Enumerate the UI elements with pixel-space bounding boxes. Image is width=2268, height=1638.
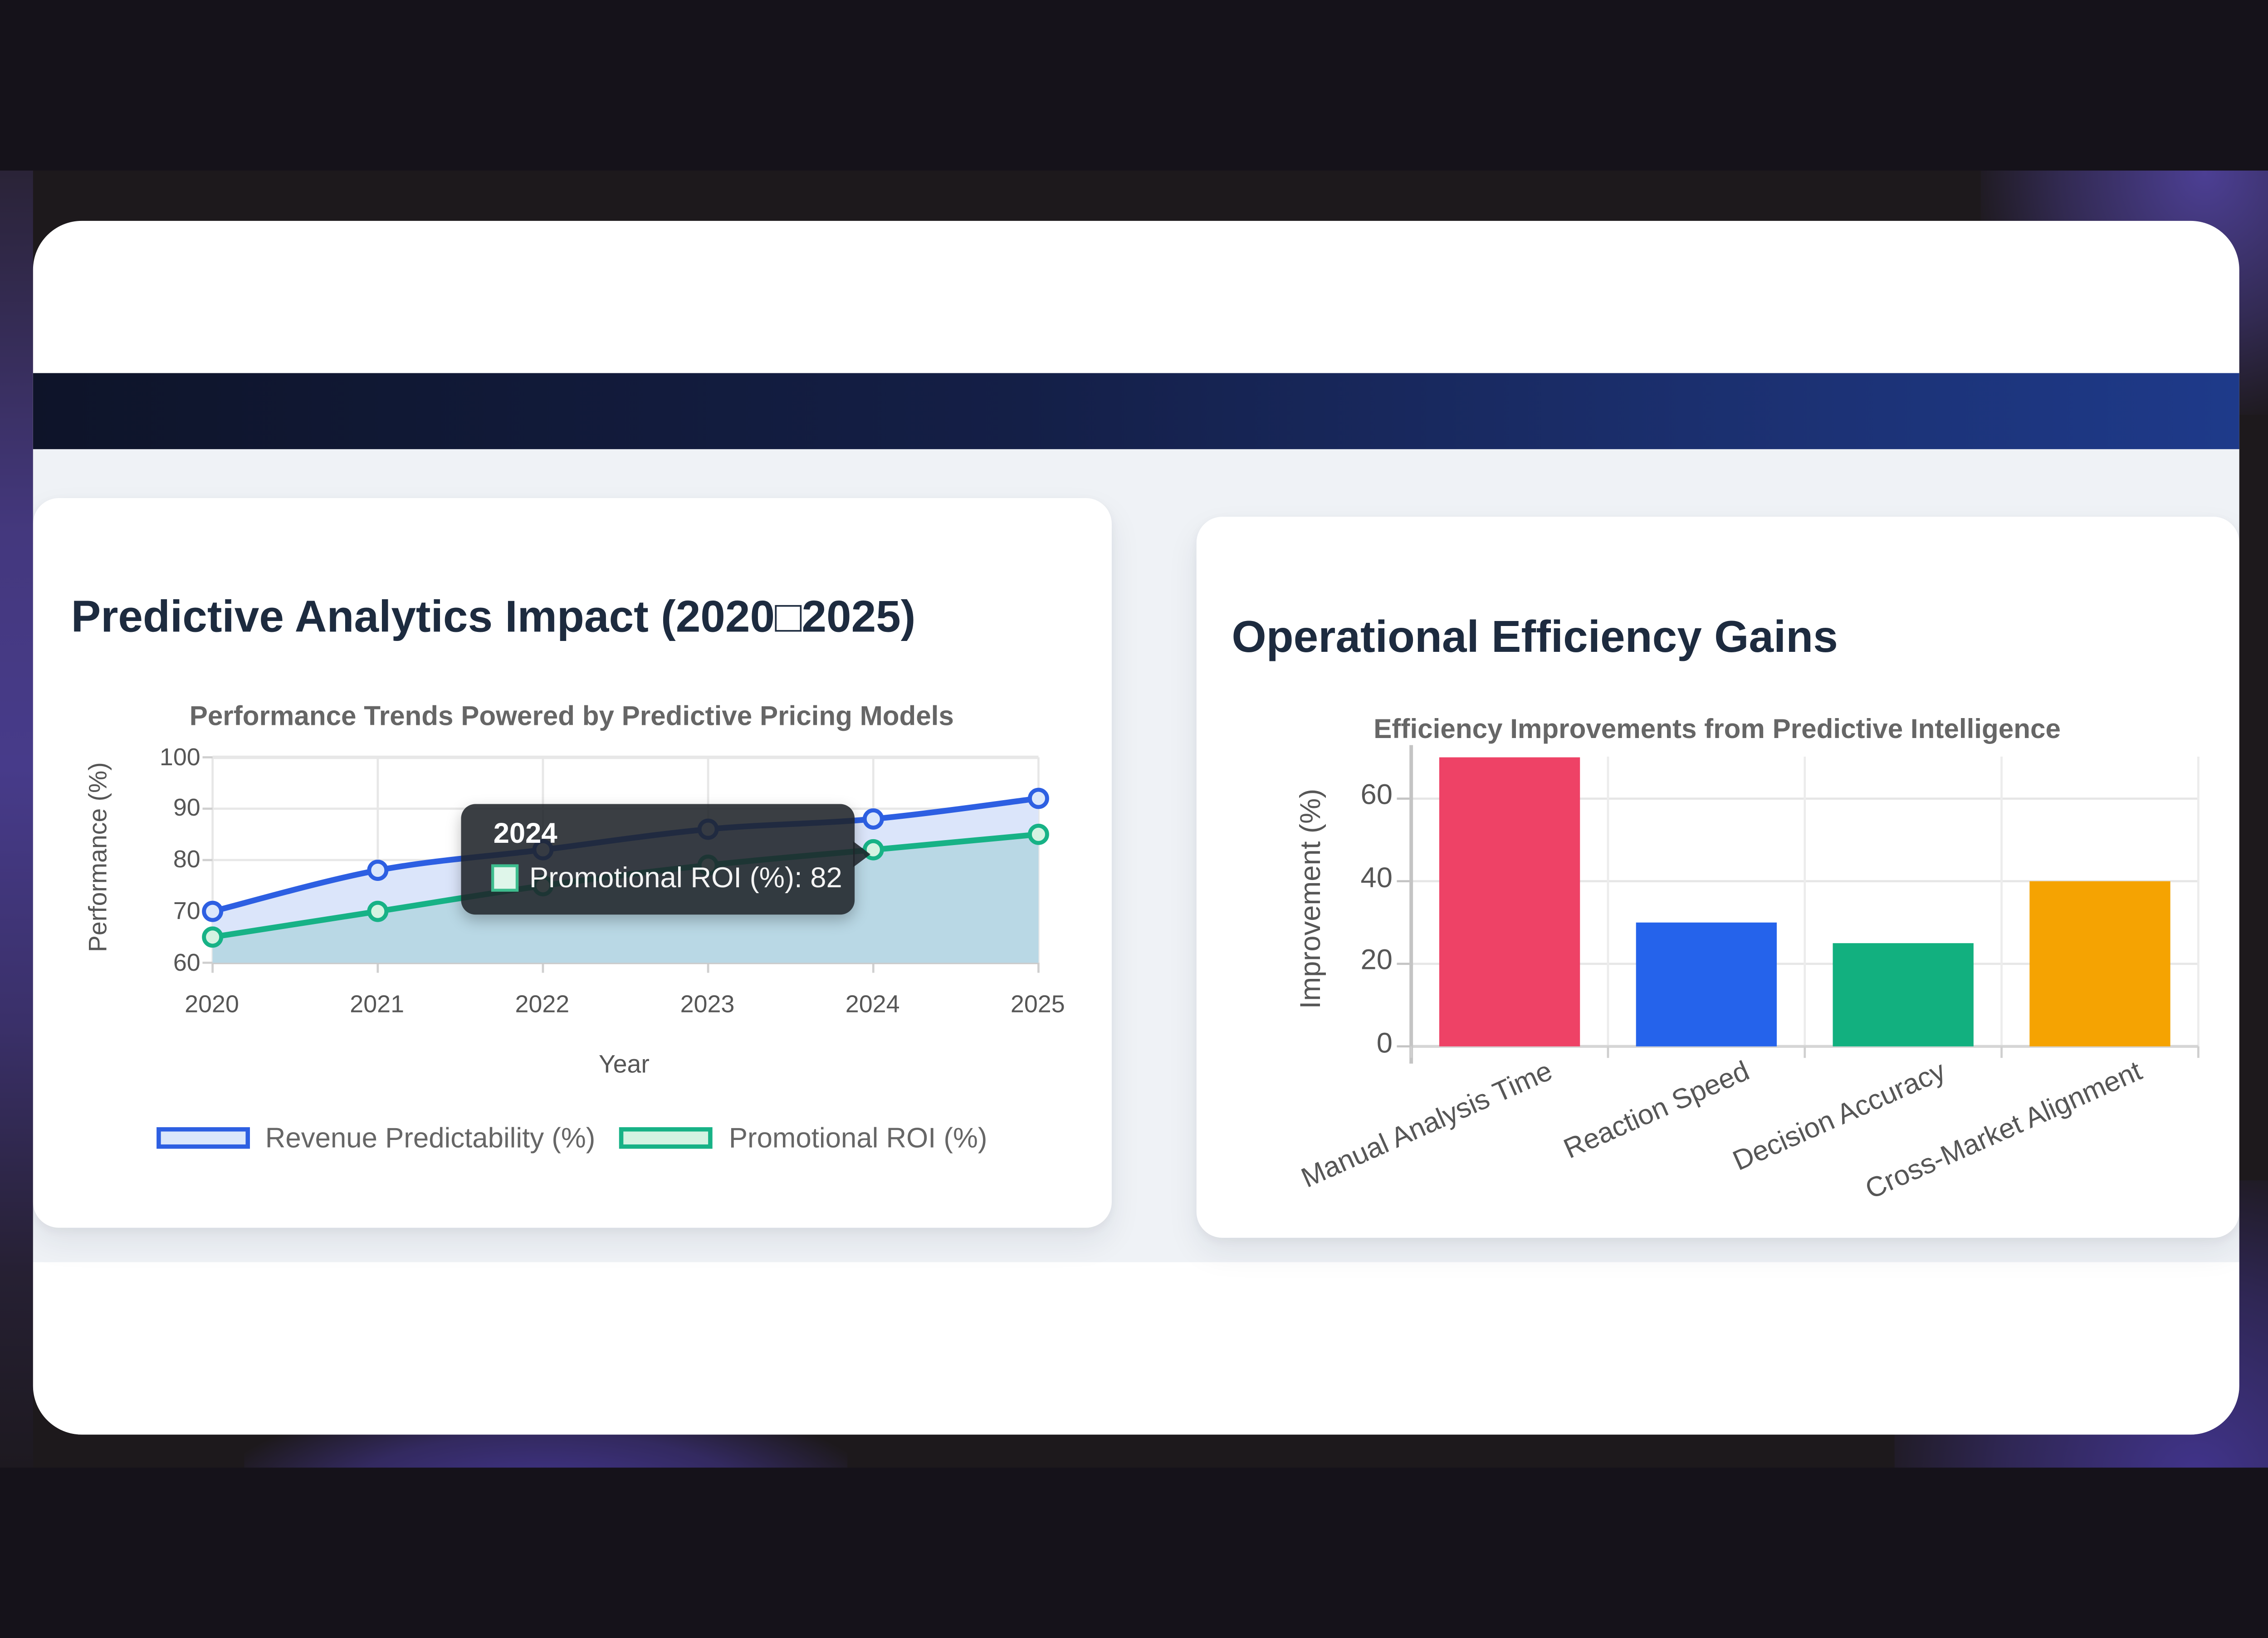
x-tick: 2022 bbox=[515, 990, 570, 1017]
line-chart-title: Performance Trends Powered by Predictive… bbox=[189, 701, 954, 732]
tooltip-swatch bbox=[490, 864, 518, 892]
desktop: Predictive Analytics Impact (2020□2025) … bbox=[0, 170, 2268, 1468]
y-tick: 60 bbox=[1360, 779, 1393, 812]
legend-item-promotional-roi[interactable]: Promotional ROI (%) bbox=[620, 1119, 987, 1156]
y-tick: 90 bbox=[173, 794, 200, 821]
bar-Reaction Speed[interactable] bbox=[1635, 922, 1776, 1046]
y-tick: 70 bbox=[173, 897, 200, 924]
tooltip-row: Promotional ROI (%): 82 bbox=[490, 861, 842, 895]
x-tick: 2020 bbox=[185, 990, 239, 1017]
legend-swatch-blue bbox=[156, 1127, 249, 1149]
browser-window: Predictive Analytics Impact (2020□2025) … bbox=[32, 220, 2239, 1435]
tooltip-value: Promotional ROI (%): 82 bbox=[529, 862, 842, 894]
x-tick: 2025 bbox=[1010, 990, 1065, 1017]
bar-chart-plot[interactable] bbox=[1196, 517, 2239, 1238]
x-tick: 2024 bbox=[845, 990, 900, 1017]
x-tick: 2021 bbox=[350, 990, 405, 1017]
y-tick: 80 bbox=[173, 846, 200, 873]
y-tick: 20 bbox=[1360, 944, 1393, 977]
predictive-analytics-card: Predictive Analytics Impact (2020□2025) … bbox=[32, 497, 1111, 1227]
chart-legend: Revenue Predictability (%) Promotional R… bbox=[32, 1119, 1111, 1156]
legend-swatch-green bbox=[620, 1127, 713, 1149]
legend-label: Revenue Predictability (%) bbox=[265, 1122, 596, 1154]
x-tick: 2023 bbox=[680, 990, 735, 1017]
bar-Cross-Market Alignment[interactable] bbox=[2028, 881, 2170, 1046]
y-tick: 0 bbox=[1376, 1028, 1393, 1060]
bar-Decision Accuracy[interactable] bbox=[1832, 943, 1973, 1046]
y-axis-title: Performance (%) bbox=[83, 761, 112, 952]
bar-Manual Analysis Time[interactable] bbox=[1438, 757, 1579, 1046]
point-2020-Promotional ROI (%)[interactable] bbox=[201, 925, 223, 947]
y-axis-title: Improvement (%) bbox=[1295, 788, 1327, 1009]
point-2025-Promotional ROI (%)[interactable] bbox=[1027, 823, 1049, 844]
x-axis-title: Year bbox=[598, 1049, 650, 1078]
point-2024-Revenue Predictability (%)[interactable] bbox=[862, 807, 884, 829]
point-2021-Promotional ROI (%)[interactable] bbox=[366, 900, 388, 921]
navy-header-bar bbox=[32, 373, 2239, 450]
point-2020-Revenue Predictability (%)[interactable] bbox=[201, 900, 223, 921]
y-tick: 40 bbox=[1360, 863, 1393, 895]
left-card-title: Predictive Analytics Impact (2020□2025) bbox=[71, 591, 916, 641]
y-tick: 100 bbox=[159, 743, 200, 770]
operational-efficiency-card: Operational Efficiency Gains Efficiency … bbox=[1196, 516, 2239, 1238]
legend-item-revenue-predictability[interactable]: Revenue Predictability (%) bbox=[156, 1119, 595, 1156]
tooltip-caret bbox=[852, 840, 870, 866]
chart-tooltip: 2024 Promotional ROI (%): 82 bbox=[460, 803, 870, 914]
bar-chart-title: Efficiency Improvements from Predictive … bbox=[1374, 714, 2061, 745]
tooltip-title: 2024 bbox=[493, 817, 557, 849]
y-tick: 60 bbox=[173, 948, 200, 976]
point-2025-Revenue Predictability (%)[interactable] bbox=[1027, 787, 1049, 808]
footer-section bbox=[32, 1262, 2239, 1435]
desktop-purple-band bbox=[0, 170, 33, 1468]
right-card-title: Operational Efficiency Gains bbox=[1232, 611, 1838, 662]
legend-label: Promotional ROI (%) bbox=[728, 1122, 987, 1154]
point-2021-Revenue Predictability (%)[interactable] bbox=[366, 859, 388, 880]
